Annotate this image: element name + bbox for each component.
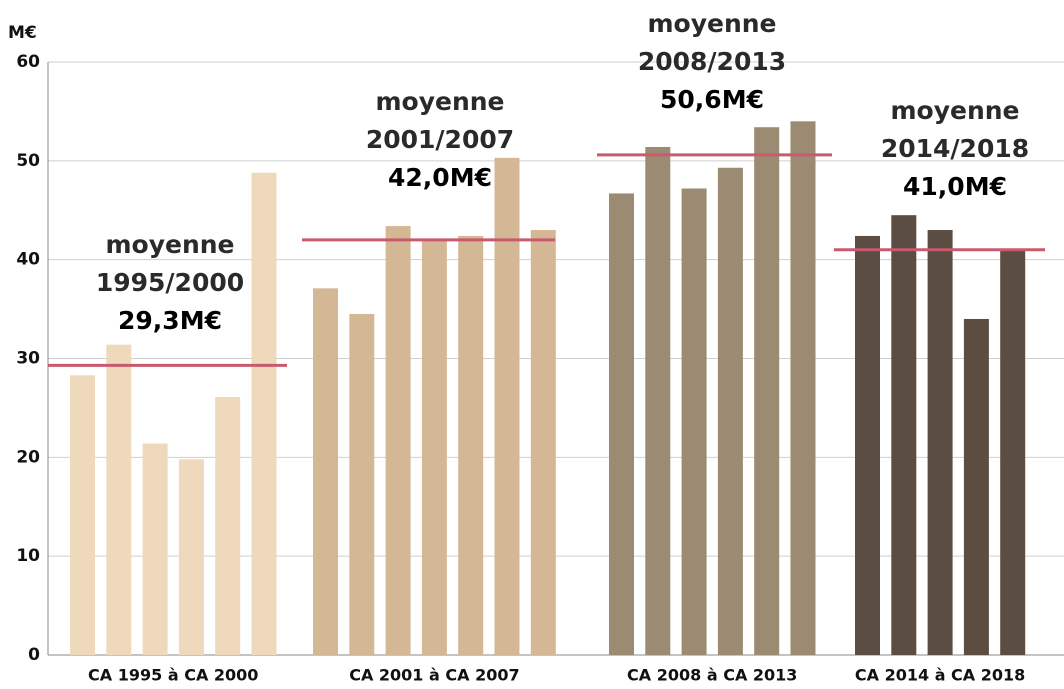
bar <box>645 146 671 655</box>
bar <box>349 314 375 655</box>
bar <box>754 127 780 656</box>
y-tick-label: 20 <box>16 447 40 467</box>
bar <box>215 397 241 655</box>
bar <box>251 172 277 655</box>
average-label: 41,0M€ <box>903 172 1007 201</box>
bar <box>963 318 989 655</box>
bar <box>681 188 707 656</box>
group-label: CA 2014 à CA 2018 <box>855 666 1025 685</box>
y-unit: M€ <box>8 23 37 43</box>
group-label: CA 1995 à CA 2000 <box>88 666 258 685</box>
average-annotation: moyenne <box>890 96 1019 125</box>
average-annotation: 1995/2000 <box>96 268 244 297</box>
bar <box>106 344 132 655</box>
y-tick-label: 60 <box>16 52 40 72</box>
average-annotation: moyenne <box>105 230 234 259</box>
average-label: 50,6M€ <box>660 85 764 114</box>
average-annotation: 2001/2007 <box>366 125 514 154</box>
average-label: 29,3M€ <box>118 306 222 335</box>
y-tick-label: 50 <box>16 151 40 171</box>
y-tick-label: 30 <box>16 349 40 369</box>
bar <box>790 121 816 656</box>
group-label: CA 2001 à CA 2007 <box>349 666 519 685</box>
average-annotation: 2008/2013 <box>638 47 786 76</box>
bar <box>1000 250 1026 655</box>
bar <box>927 230 953 655</box>
bar <box>178 459 204 655</box>
bar <box>717 167 743 656</box>
y-tick-label: 0 <box>28 645 40 665</box>
group-label: CA 2008 à CA 2013 <box>627 666 797 685</box>
y-tick-label: 10 <box>16 546 40 566</box>
bar <box>385 226 411 655</box>
bar <box>891 215 917 656</box>
bar <box>530 230 556 655</box>
bar <box>421 240 447 655</box>
average-annotation: moyenne <box>647 9 776 38</box>
bar <box>70 375 95 655</box>
bar <box>609 193 634 655</box>
bar <box>313 288 338 655</box>
bar <box>142 443 168 655</box>
average-annotation: 2014/2018 <box>881 134 1029 163</box>
bar <box>494 157 520 655</box>
bar <box>855 235 880 656</box>
average-label: 42,0M€ <box>388 163 492 192</box>
bar <box>458 235 484 656</box>
y-tick-label: 40 <box>16 250 40 270</box>
average-annotation: moyenne <box>375 87 504 116</box>
